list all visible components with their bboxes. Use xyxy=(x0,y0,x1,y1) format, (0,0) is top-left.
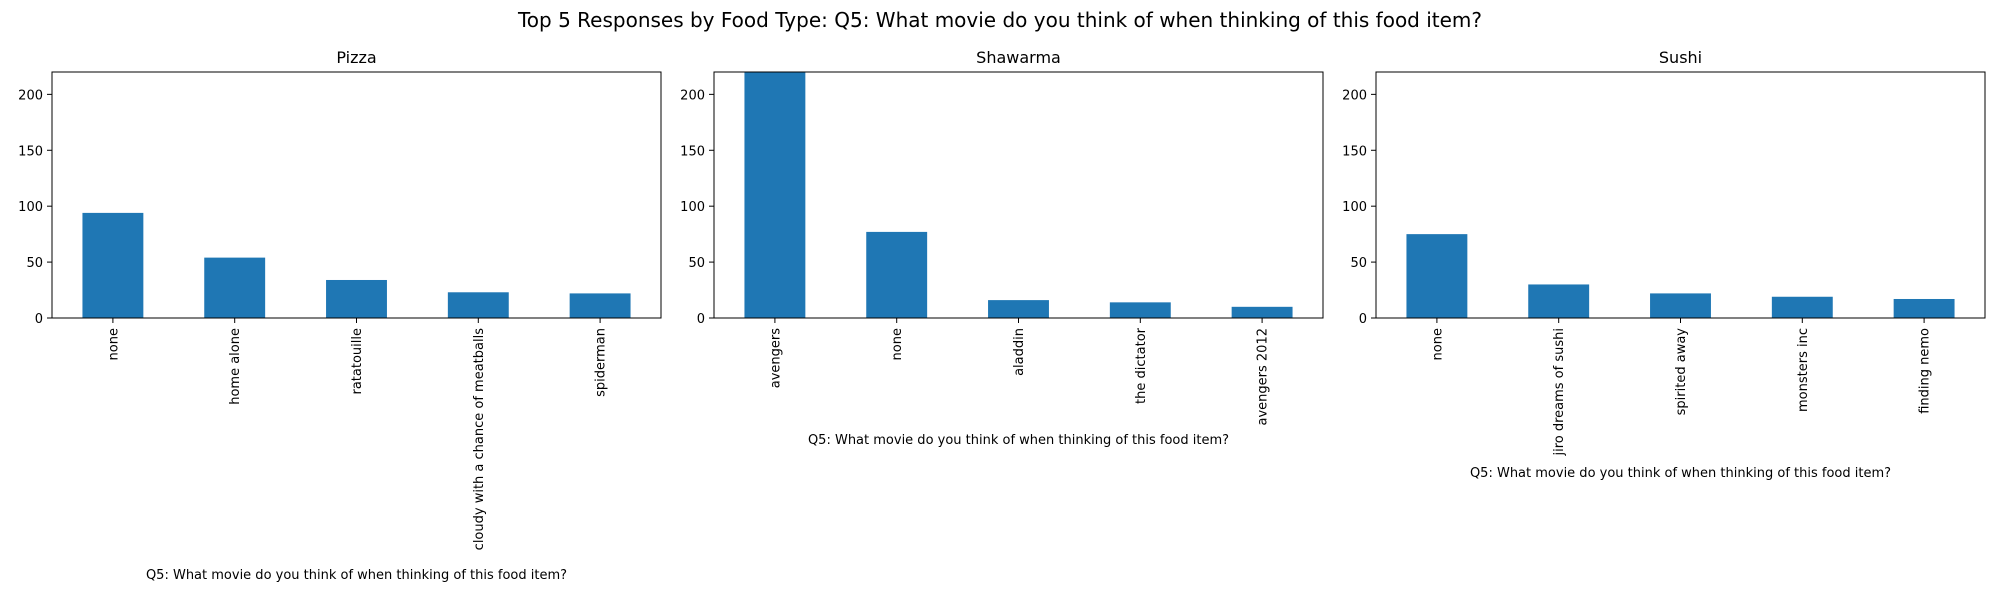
subplot-title-1: Shawarma xyxy=(976,48,1061,67)
subplots: 0 50 100 150 200 none home alone ratatouille clo… xyxy=(18,48,1986,583)
subplot-0: 0 50 100 150 200 none home alone ratatouille clo… xyxy=(18,48,662,583)
ytick-label-1-0: 0 xyxy=(697,312,705,327)
xtick-label-0-1: home alone xyxy=(228,328,243,405)
bar-1-0 xyxy=(744,72,806,318)
ytick-label-1-2: 100 xyxy=(680,200,705,215)
bar-0-1 xyxy=(204,257,266,318)
ytick-label-2-2: 100 xyxy=(1342,200,1367,215)
xtick-label-2-0: none xyxy=(1430,328,1445,360)
xtick-label-2-3: monsters inc xyxy=(1796,328,1811,412)
bar-2-4 xyxy=(1893,298,1955,318)
xtick-label-1-0: avengers xyxy=(768,328,783,388)
bar-1-4 xyxy=(1231,306,1293,318)
bar-0-0 xyxy=(82,212,144,318)
ytick-label-2-3: 150 xyxy=(1342,144,1367,159)
ytick-label-0-2: 100 xyxy=(18,200,43,215)
bar-2-2 xyxy=(1650,293,1711,318)
xaxis-label-2: Q5: What movie do you think of when thin… xyxy=(1470,466,1891,481)
xaxis-label-0: Q5: What movie do you think of when thin… xyxy=(146,568,567,583)
xtick-label-2-2: spirited away xyxy=(1674,328,1689,416)
ytick-label-0-4: 200 xyxy=(18,88,43,103)
bar-0-3 xyxy=(447,292,509,318)
xtick-label-1-1: none xyxy=(890,328,905,360)
ytick-label-0-0: 0 xyxy=(35,312,43,327)
bar-0-2 xyxy=(326,279,387,318)
ytick-label-2-0: 0 xyxy=(1359,312,1367,327)
ytick-label-2-4: 200 xyxy=(1342,88,1367,103)
bar-1-3 xyxy=(1109,302,1171,318)
ytick-label-1-1: 50 xyxy=(688,256,705,271)
subplot-1: 0 50 100 150 200 avengers none aladdin the dicta… xyxy=(680,48,1324,448)
subplot-title-0: Pizza xyxy=(336,48,376,67)
bar-1-1 xyxy=(866,231,928,318)
bar-1-2 xyxy=(988,300,1049,318)
xtick-label-1-3: the dictator xyxy=(1134,327,1149,404)
xtick-label-0-0: none xyxy=(106,328,121,360)
figure-title: Top 5 Responses by Food Type: Q5: What m… xyxy=(517,8,1482,32)
xtick-label-1-2: aladdin xyxy=(1012,328,1027,376)
bar-0-4 xyxy=(569,293,631,318)
ytick-label-0-1: 50 xyxy=(26,256,43,271)
xtick-label-1-4: avengers 2012 xyxy=(1256,328,1271,425)
xaxis-label-1: Q5: What movie do you think of when thin… xyxy=(808,433,1229,448)
subplot-2: 0 50 100 150 200 none jiro dreams of sushi spir… xyxy=(1342,48,1986,481)
bar-2-0 xyxy=(1406,234,1468,318)
ytick-label-2-1: 50 xyxy=(1350,256,1367,271)
xtick-label-0-4: spiderman xyxy=(594,328,609,397)
xtick-label-0-2: ratatouille xyxy=(350,328,365,395)
ytick-label-1-4: 200 xyxy=(680,88,705,103)
xtick-label-2-4: finding nemo xyxy=(1918,328,1933,414)
ytick-label-0-3: 150 xyxy=(18,144,43,159)
xtick-label-0-3: cloudy with a chance of meatballs xyxy=(472,328,487,551)
xtick-label-2-1: jiro dreams of sushi xyxy=(1552,328,1567,457)
bar-2-1 xyxy=(1528,284,1590,318)
ytick-label-1-3: 150 xyxy=(680,144,705,159)
bar-2-3 xyxy=(1771,296,1833,318)
subplot-title-2: Sushi xyxy=(1659,48,1702,67)
